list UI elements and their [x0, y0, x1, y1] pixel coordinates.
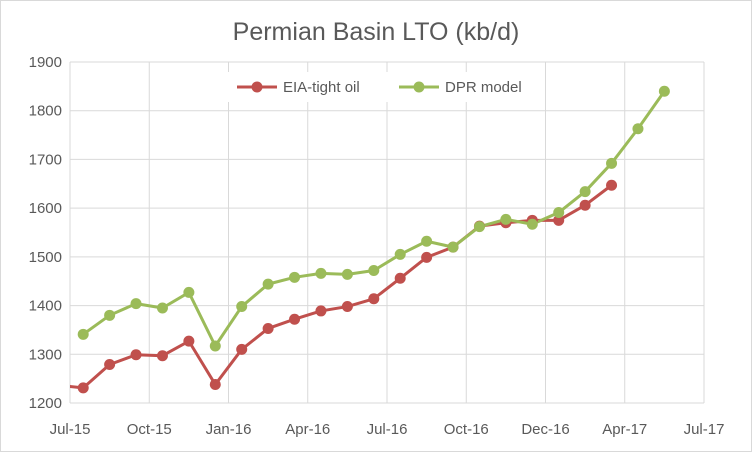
data-point — [632, 123, 644, 135]
y-tick-label: 1900 — [29, 54, 62, 71]
data-point — [658, 85, 670, 97]
legend-swatch-marker — [413, 81, 425, 93]
y-axis-ticks: 1200 1300 1400 1500 1600 1700 1800 1900 — [29, 54, 62, 412]
data-point — [156, 302, 168, 314]
data-point — [553, 207, 565, 219]
data-point — [421, 235, 433, 247]
data-point — [77, 328, 89, 340]
x-tick-label: Apr-17 — [602, 421, 647, 438]
data-point — [262, 278, 274, 290]
y-tick-label: 1500 — [29, 249, 62, 266]
x-tick-label: Jul-17 — [684, 421, 725, 438]
x-tick-label: Oct-16 — [444, 421, 489, 438]
y-tick-label: 1400 — [29, 298, 62, 315]
data-point — [236, 301, 248, 313]
data-point — [289, 313, 301, 325]
legend: EIA-tight oil DPR model — [226, 72, 536, 102]
data-point — [368, 264, 380, 276]
data-point — [315, 267, 327, 279]
y-tick-label: 1800 — [29, 103, 62, 120]
y-tick-label: 1200 — [29, 395, 62, 412]
data-point — [500, 213, 512, 225]
data-point — [183, 286, 195, 298]
legend-label: DPR model — [445, 79, 522, 96]
legend-background — [226, 72, 536, 102]
data-point — [130, 349, 142, 361]
series-points — [70, 85, 670, 394]
data-point — [130, 298, 142, 310]
data-point — [394, 272, 406, 284]
data-point — [526, 218, 538, 230]
data-point — [473, 221, 485, 233]
y-tick-label: 1300 — [29, 346, 62, 363]
data-point — [289, 271, 301, 283]
data-point — [421, 251, 433, 263]
data-point — [156, 350, 168, 362]
data-point — [341, 301, 353, 313]
data-point — [394, 248, 406, 260]
grid-lines — [69, 61, 705, 404]
data-point — [77, 382, 89, 394]
y-tick-label: 1600 — [29, 200, 62, 217]
legend-swatch-marker — [251, 81, 263, 93]
data-point — [183, 335, 195, 347]
series-lines — [70, 90, 666, 390]
x-axis-ticks: Jul-15 Oct-15 Jan-16 Apr-16 Jul-16 Oct-16 Dec-… — [50, 421, 725, 438]
x-tick-label: Jan-16 — [206, 421, 252, 438]
data-point — [606, 179, 618, 191]
data-point — [236, 343, 248, 355]
x-tick-label: Jul-16 — [367, 421, 408, 438]
data-point — [341, 268, 353, 280]
x-tick-label: Oct-15 — [127, 421, 172, 438]
data-point — [262, 322, 274, 334]
data-point — [70, 384, 71, 388]
chart-title: Permian Basin LTO (kb/d) — [232, 18, 520, 46]
data-point — [315, 305, 327, 317]
data-point — [579, 186, 591, 198]
data-point — [104, 359, 116, 371]
data-point — [579, 199, 591, 211]
data-point — [368, 293, 380, 305]
data-point — [104, 309, 116, 321]
series-line-dpr-model — [82, 90, 666, 348]
data-point — [606, 157, 618, 169]
y-tick-label: 1700 — [29, 151, 62, 168]
legend-label: EIA-tight oil — [283, 79, 360, 96]
data-point — [553, 214, 565, 226]
data-point — [447, 241, 459, 253]
data-point — [209, 378, 221, 390]
data-point — [209, 340, 221, 352]
x-tick-label: Jul-15 — [50, 421, 91, 438]
x-tick-label: Apr-16 — [285, 421, 330, 438]
x-tick-label: Dec-16 — [521, 421, 569, 438]
